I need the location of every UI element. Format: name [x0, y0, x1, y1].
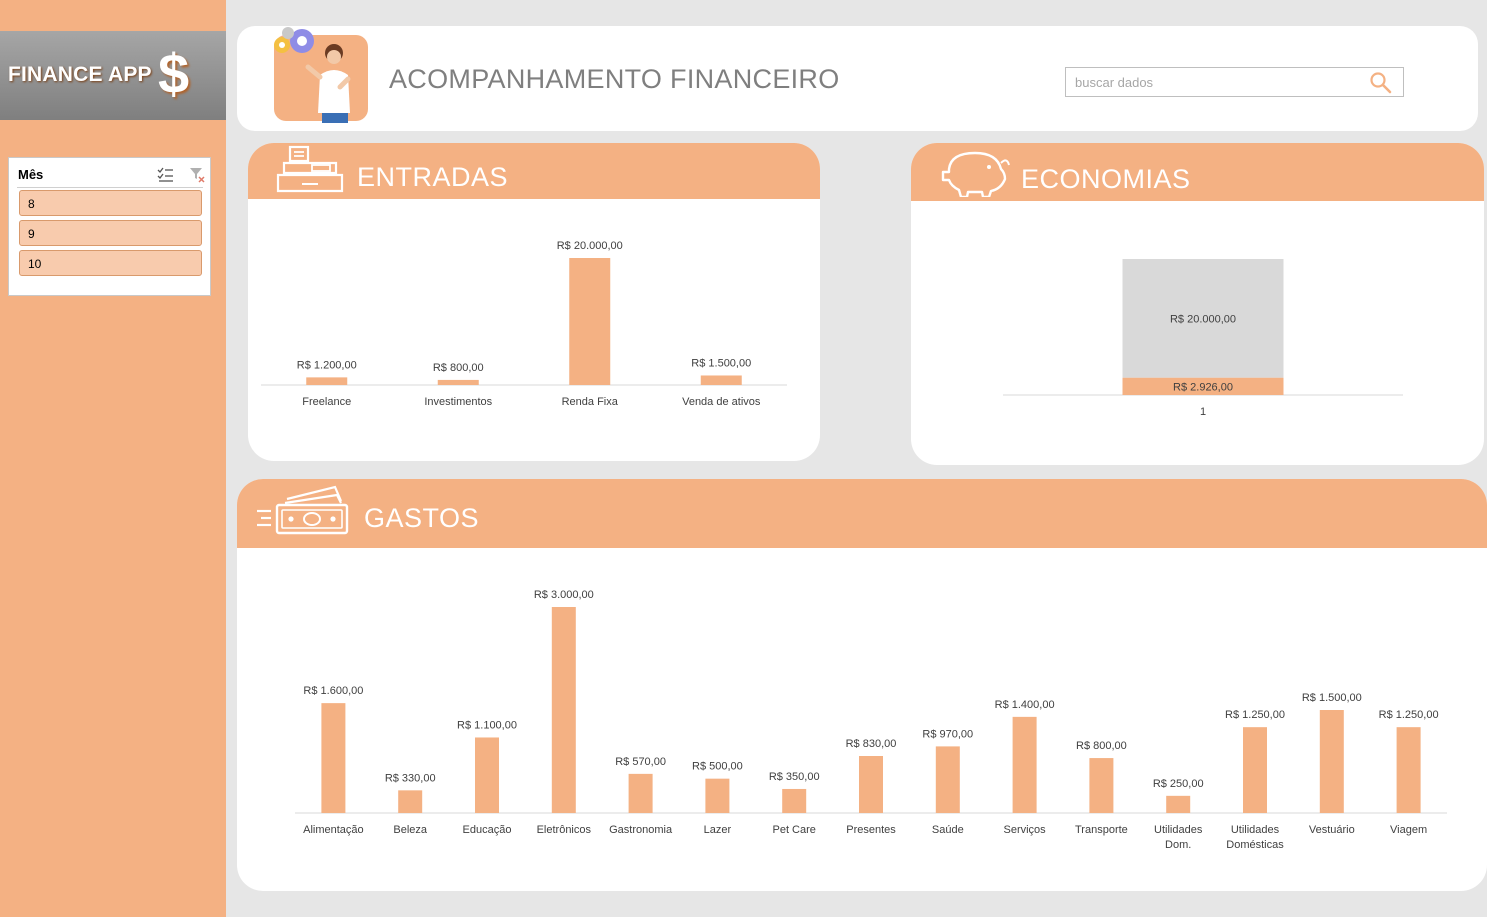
search-box [1065, 67, 1404, 97]
multi-select-icon[interactable] [155, 165, 175, 185]
category-label: Pet Care [772, 824, 815, 836]
person-with-gears-icon [274, 27, 351, 123]
data-label: R$ 3.000,00 [534, 589, 594, 601]
bar [398, 790, 423, 813]
category-label: Alimentação [303, 824, 364, 836]
economias-title: ECONOMIAS [1021, 164, 1191, 194]
bar [782, 788, 807, 813]
category-label: Gastronomia [609, 824, 673, 836]
entradas-chart: R$ 1.200,00 Freelance R$ 800,00 Investiment… [261, 240, 787, 408]
data-label: R$ 800,00 [1076, 740, 1127, 752]
search-icon[interactable] [1369, 71, 1393, 95]
category-label: Dom. [1165, 839, 1191, 851]
data-label: R$ 330,00 [385, 772, 436, 784]
gastos-card: GASTOS R$ 1.600,00 Alimentação R$ 330,00 Be… [237, 479, 1487, 891]
avatar [274, 27, 368, 123]
bar [475, 737, 499, 813]
category-label: Saúde [932, 824, 964, 836]
bar [437, 379, 479, 385]
bar [859, 756, 883, 813]
data-label: R$ 1.100,00 [457, 719, 517, 731]
search-input[interactable] [1066, 68, 1366, 96]
data-label: R$ 500,00 [692, 761, 743, 773]
bar [1243, 727, 1267, 813]
logo-text: FINANCE APP [8, 63, 152, 86]
clear-filter-icon[interactable] [187, 165, 207, 185]
category-label: Beleza [393, 824, 428, 836]
economias-header: ECONOMIAS [911, 143, 1484, 201]
economias-chart: R$ 2.926,00 R$ 20.000,00 1 [1003, 259, 1403, 418]
category-label: Vestuário [1309, 824, 1355, 836]
page-title: ACOMPANHAMENTO FINANCEIRO [389, 64, 840, 94]
bar [569, 258, 611, 385]
economias-card: ECONOMIAS R$ 2.926,00 R$ 20.000,00 1 [911, 143, 1484, 465]
category-label: Transporte [1075, 824, 1128, 836]
category-label: Renda Fixa [562, 396, 619, 408]
data-label: R$ 2.926,00 [1173, 381, 1233, 393]
data-label: R$ 20.000,00 [1170, 313, 1236, 325]
category-label: Serviços [1004, 824, 1047, 836]
category-label: Freelance [302, 396, 351, 408]
dollar-icon: $ [158, 42, 190, 105]
slicer-item-10[interactable]: 10 [19, 250, 202, 276]
data-label: R$ 570,00 [615, 756, 666, 768]
category-label: Domésticas [1226, 839, 1284, 851]
data-label: R$ 350,00 [769, 771, 820, 783]
gastos-header: GASTOS [237, 479, 1487, 548]
bar [628, 773, 653, 813]
slicer-item-8[interactable]: 8 [19, 190, 202, 216]
data-label: R$ 1.600,00 [303, 685, 363, 697]
entradas-header: ENTRADAS [248, 143, 820, 199]
money-bills-icon [257, 485, 349, 535]
entradas-title: ENTRADAS [357, 162, 509, 192]
data-label: R$ 1.200,00 [297, 359, 357, 371]
slicer-header: Mês [17, 164, 205, 188]
data-label: R$ 1.500,00 [1302, 692, 1362, 704]
bar [1166, 795, 1191, 813]
piggy-bank-icon [941, 151, 1010, 197]
header-card: ACOMPANHAMENTO FINANCEIRO [237, 26, 1478, 131]
slicer-item-9[interactable]: 9 [19, 220, 202, 246]
bar [551, 607, 576, 813]
gastos-title: GASTOS [364, 503, 480, 533]
data-label: R$ 1.250,00 [1379, 709, 1439, 721]
app-logo: FINANCE APP $ [0, 31, 226, 120]
data-label: R$ 1.250,00 [1225, 709, 1285, 721]
bar [1089, 758, 1114, 813]
data-label: R$ 830,00 [846, 738, 897, 750]
data-label: R$ 20.000,00 [557, 240, 623, 252]
cash-register-icon [276, 145, 344, 193]
category-label: Venda de ativos [682, 396, 761, 408]
data-label: R$ 970,00 [922, 728, 973, 740]
category-label: Presentes [846, 824, 896, 836]
category-label: Educação [463, 824, 512, 836]
bar [1012, 716, 1037, 813]
data-label: R$ 1.500,00 [691, 357, 751, 369]
bar [306, 377, 348, 385]
category-label: Lazer [704, 824, 732, 836]
bar [705, 778, 730, 813]
data-label: R$ 250,00 [1153, 778, 1204, 790]
category-label: Utilidades [1231, 824, 1280, 836]
stacked-bar-segment [1122, 259, 1284, 378]
data-label: R$ 800,00 [433, 362, 484, 374]
month-slicer: Mês 8 9 10 [8, 157, 211, 296]
bar [1319, 710, 1344, 813]
bar [321, 703, 346, 813]
bar [700, 375, 742, 385]
category-label: Viagem [1390, 824, 1427, 836]
data-label: R$ 1.400,00 [995, 699, 1055, 711]
entradas-card: ENTRADAS R$ 1.200,00 Freelance R$ 800,00 In… [248, 143, 820, 461]
stacked-bar-segment [1122, 377, 1284, 395]
sidebar: FINANCE APP $ Mês 8 9 10 [0, 0, 226, 917]
category-label: Eletrônicos [537, 824, 592, 836]
category-label: Investimentos [424, 396, 492, 408]
bar [935, 746, 960, 813]
category-label: Utilidades [1154, 824, 1203, 836]
bar [1396, 727, 1421, 813]
slicer-title: Mês [18, 167, 44, 182]
category-label: 1 [1200, 406, 1206, 418]
gastos-chart: R$ 1.600,00 Alimentação R$ 330,00 Beleza R$ … [295, 589, 1447, 851]
